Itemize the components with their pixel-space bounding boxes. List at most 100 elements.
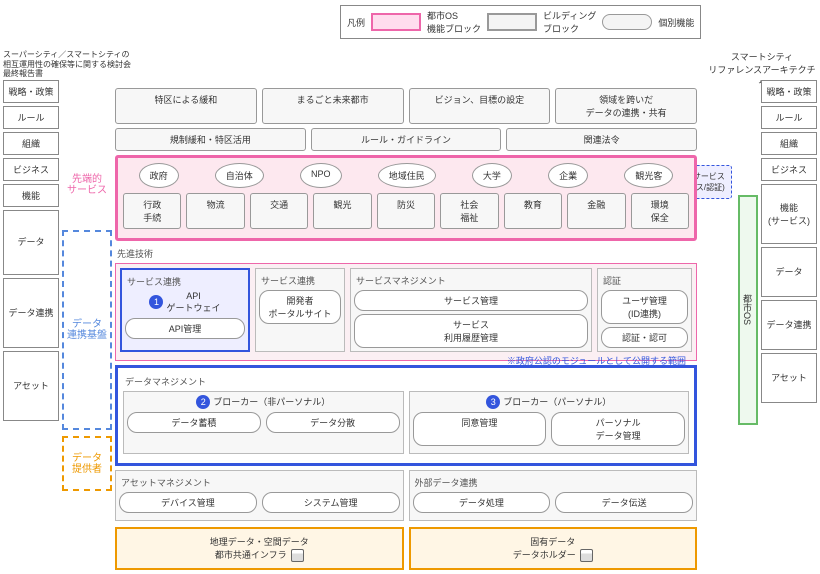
tech-label: 先進技術 [115,245,697,263]
legend-cityos-swatch [371,13,421,31]
legend-building: ビルディング ブロック [543,9,596,35]
left-item: ビジネス [3,158,59,181]
broker2-title: ブローカー（パーソナル） [503,397,611,407]
service: 交通 [250,193,308,229]
num-3: 3 [486,395,500,409]
broker1-title: ブローカー（非パーソナル） [213,397,330,407]
actor: 自治体 [215,163,264,188]
legend: 凡例 都市OS 機能ブロック ビルディング ブロック 個別機能 [340,5,701,39]
policy-box: ビジョン、目標の設定 [409,88,551,124]
svc-mgmt-2: サービス 利用履歴管理 [354,314,588,348]
num-2: 2 [196,395,210,409]
service: 金融 [567,193,625,229]
bottom-row: 地理データ・空間データ 都市共通インフラ 固有データ データホルダー [115,527,697,570]
right-item: 組織 [761,132,817,155]
left-item: 戦略・政策 [3,80,59,103]
right-item: 機能 (サービス) [761,184,817,244]
rule-box: ルール・ガイドライン [311,128,502,151]
actor: 大学 [472,163,512,188]
left-item: ルール [3,106,59,129]
policy-box: まるごと未来都市 [262,88,404,124]
top-row-1: 特区による緩和 まるごと未来都市 ビジョン、目標の設定 領域を跨いだ データの連… [115,88,697,124]
legend-cityos: 都市OS 機能ブロック [427,9,481,35]
asset-title: アセットマネジメント [119,474,400,492]
pink-zone: 政府 自治体 NPO 地域住民 大学 企業 観光客 行政 手続 物流 交通 観光… [115,155,697,241]
service-linkage-zone: サービス連携 1API ゲートウェイ API管理 サービス連携 開発者 ポータル… [115,263,697,361]
service: 物流 [186,193,244,229]
broker-personal: 3ブローカー（パーソナル） 同意管理 パーソナル データ管理 [409,391,690,454]
asset-mgmt: アセットマネジメント デバイス管理 システム管理 [115,470,404,521]
broker1-b: データ分散 [266,412,400,433]
ext-title: 外部データ連携 [413,474,694,492]
service: 環境 保全 [631,193,689,229]
policy-box: 特区による緩和 [115,88,257,124]
svc-mgmt-title: サービスマネジメント [354,272,588,290]
asset-ext-row: アセットマネジメント デバイス管理 システム管理 外部データ連携 データ処理 デ… [115,470,697,521]
svc-link-group: サービス連携 開発者 ポータルサイト [255,268,345,352]
api-gateway: API ゲートウェイ [166,291,220,314]
ext-b: データ伝送 [555,492,693,513]
right-item: データ [761,247,817,297]
left-header: スーパーシティ／スマートシティの 相互運用性の確保等に関する検討会 最終報告書 [3,50,173,79]
left-item: 機能 [3,184,59,207]
left-item: データ連携 [3,278,59,348]
actor: 地域住民 [378,163,436,188]
broker-nonpersonal: 2ブローカー（非パーソナル） データ蓄積 データ分散 [123,391,404,454]
cat-provider: データ 提供者 [62,436,112,491]
right-item: ルール [761,106,817,129]
right-column: 戦略・政策 ルール 組織 ビジネス 機能 (サービス) データ データ連携 アセ… [761,80,817,406]
right-item: ビジネス [761,158,817,181]
db-icon [291,549,304,562]
data-mgmt-zone: ※政府公認のモジュールとして公開する範囲 データマネジメント 2ブローカー（非パ… [115,365,697,466]
top-row-2: 規制緩和・特区活用 ルール・ガイドライン 関連法令 [115,128,697,151]
right-item: 戦略・政策 [761,80,817,103]
own-data: 固有データ データホルダー [409,527,698,570]
asset-a: デバイス管理 [119,492,257,513]
main-area: 特区による緩和 まるごと未来都市 ビジョン、目標の設定 領域を跨いだ データの連… [115,88,697,574]
broker2-a: 同意管理 [413,412,547,446]
asset-b: システム管理 [262,492,400,513]
geo-data: 地理データ・空間データ 都市共通インフラ [115,527,404,570]
legend-individual-swatch [602,14,652,30]
service: 社会 福祉 [440,193,498,229]
service: 防災 [377,193,435,229]
svc-link-title2: サービス連携 [259,272,341,290]
ext-a: データ処理 [413,492,551,513]
auth-user: ユーザ管理 (ID連携) [601,290,688,324]
auth-title: 認証 [601,272,688,290]
rule-box: 関連法令 [506,128,697,151]
ext-data: 外部データ連携 データ処理 データ伝送 [409,470,698,521]
auth-group: 認証 ユーザ管理 (ID連携) 認証・認可 [597,268,692,352]
policy-box: 領域を跨いだ データの連携・共有 [555,88,697,124]
service: 教育 [504,193,562,229]
legend-individual: 個別機能 [658,16,694,29]
left-item: データ [3,210,59,275]
legend-building-swatch [487,13,537,31]
actors-row: 政府 自治体 NPO 地域住民 大学 企業 観光客 [123,163,689,188]
legend-title: 凡例 [347,16,365,29]
services-row: 行政 手続 物流 交通 観光 防災 社会 福祉 教育 金融 環境 保全 [123,193,689,229]
data-mgmt-title: データマネジメント [123,373,689,391]
actor: 政府 [139,163,179,188]
left-item: アセット [3,351,59,421]
blue-note: ※政府公認のモジュールとして公開する範囲 [507,354,686,367]
api-gateway-group: サービス連携 1API ゲートウェイ API管理 [120,268,250,352]
service: 観光 [313,193,371,229]
right-item: アセット [761,353,817,403]
svc-mgmt-group: サービスマネジメント サービス管理 サービス 利用履歴管理 [350,268,592,352]
rule-box: 規制緩和・特区活用 [115,128,306,151]
broker2-b: パーソナル データ管理 [551,412,685,446]
svc-mgmt-1: サービス管理 [354,290,588,311]
db-icon [580,549,593,562]
category-column: 先端的 サービス データ 連携基盤 データ 提供者 [62,140,112,491]
svc-link-title: サービス連携 [125,273,245,291]
auth-authz: 認証・認可 [601,327,688,348]
service: 行政 手続 [123,193,181,229]
actor: NPO [300,163,342,188]
left-column: 戦略・政策 ルール 組織 ビジネス 機能 データ データ連携 アセット [3,80,59,424]
api-mgmt: API管理 [125,318,245,339]
right-item: データ連携 [761,300,817,350]
cat-advanced: 先端的 サービス [62,140,112,230]
actor: 企業 [548,163,588,188]
left-item: 組織 [3,132,59,155]
